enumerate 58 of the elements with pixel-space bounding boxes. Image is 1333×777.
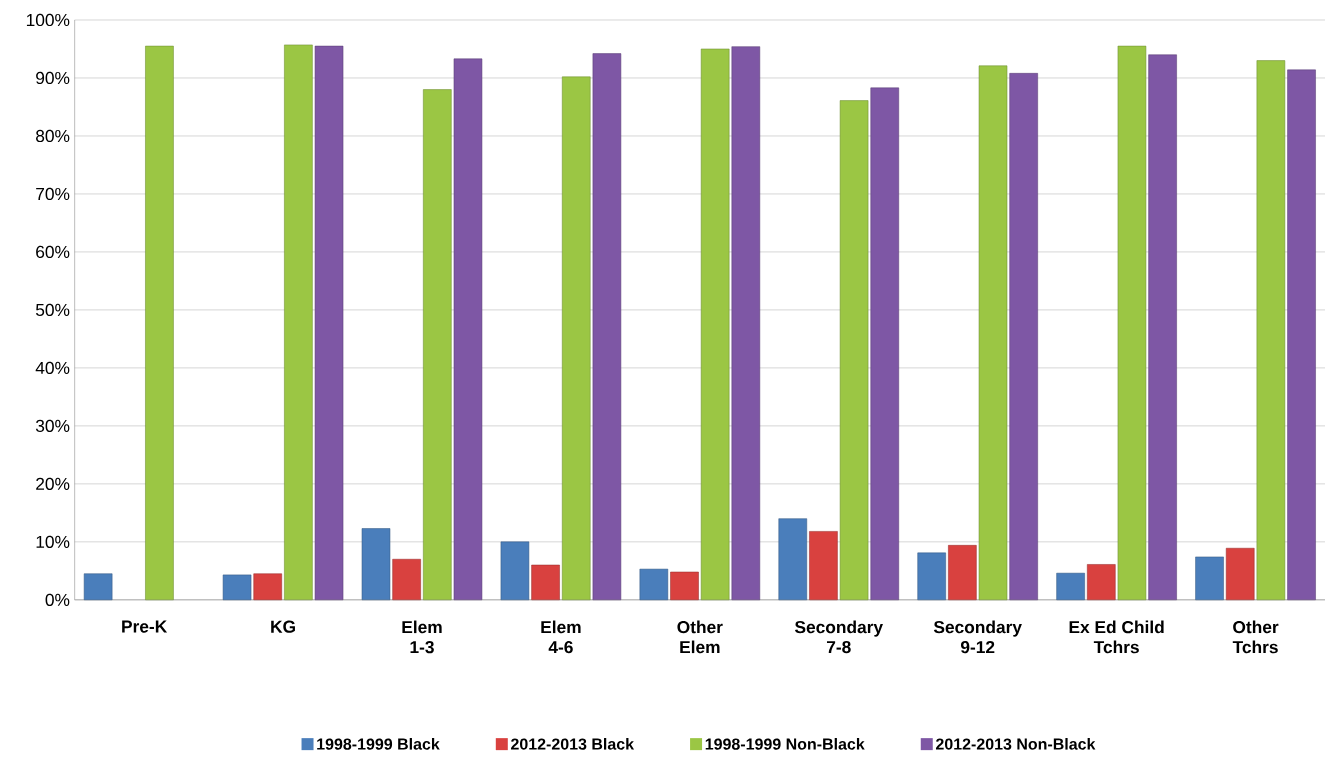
bar [1117, 45, 1147, 601]
bar [670, 571, 699, 601]
y-tick-label: 80% [36, 129, 70, 143]
bar [1087, 564, 1116, 601]
y-tick-label: 0% [45, 593, 70, 606]
bar [917, 552, 946, 601]
bar [145, 45, 174, 601]
y-tick-label: 70% [36, 187, 70, 201]
bar [423, 89, 452, 601]
bar [870, 87, 900, 601]
y-tick-label: 60% [36, 245, 70, 258]
bar [561, 76, 591, 601]
bar [839, 100, 869, 601]
x-tick-label: Other Elem [677, 620, 723, 654]
bar [83, 573, 113, 601]
x-tick-label: Elem 4-6 [541, 620, 581, 654]
bar [531, 564, 560, 601]
legend-label: 1998-1999 Non-Black [705, 737, 865, 750]
y-tick-label: 20% [36, 477, 70, 490]
legend-label: 1998-1999 Black [317, 737, 440, 750]
bar [592, 53, 622, 601]
bar [1056, 572, 1085, 601]
bar [284, 44, 313, 601]
bar [253, 573, 282, 601]
bar [700, 48, 730, 601]
x-tick-label: KG [271, 620, 295, 633]
x-tick-label: Elem 1-3 [402, 620, 442, 654]
bar [453, 58, 483, 601]
bar [809, 531, 838, 601]
y-tick-label: 100% [26, 13, 70, 27]
legend-label: 2012-2013 Non-Black [935, 737, 1096, 750]
y-tick-label: 40% [35, 361, 70, 374]
y-tick-label: 90% [36, 71, 70, 85]
x-tick-label: Ex Ed Child Tchrs [1069, 620, 1164, 654]
bar [392, 558, 421, 601]
bar [778, 518, 808, 601]
bar [978, 65, 1008, 601]
x-tick-label: Pre-K [122, 620, 168, 633]
bar [222, 574, 252, 601]
legend-label: 2012-2013 Black [511, 737, 635, 750]
y-tick-label: 10% [36, 535, 70, 548]
bar [731, 46, 761, 601]
x-tick-label: Secondary 9-12 [933, 620, 1022, 654]
bar [1148, 54, 1177, 601]
bar [1225, 547, 1255, 601]
bar [1287, 69, 1316, 601]
bar [500, 541, 530, 601]
bar [1256, 60, 1286, 601]
y-tick-label: 50% [35, 303, 70, 316]
x-tick-label: Secondary 7-8 [794, 620, 883, 654]
x-tick-label: Other Tchrs [1232, 620, 1279, 654]
bar [361, 528, 391, 601]
bar [639, 568, 669, 601]
bar [1009, 73, 1038, 601]
bar [314, 45, 344, 601]
bar [948, 545, 977, 601]
bar [1195, 556, 1224, 601]
y-tick-label: 30% [35, 419, 70, 432]
